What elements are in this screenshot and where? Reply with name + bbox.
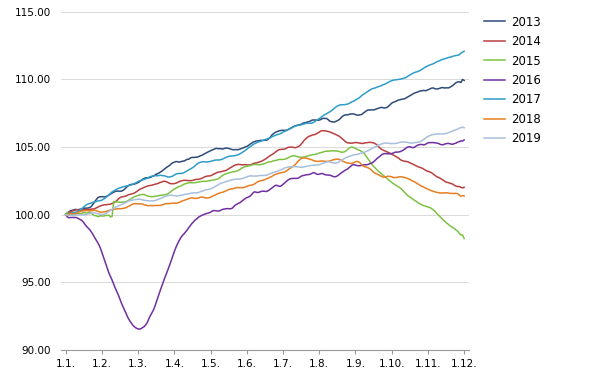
2016 (136, 327, 143, 331)
2017 (445, 55, 452, 60)
Line: 2013: 2013 (66, 79, 464, 215)
2019 (459, 125, 466, 130)
2015 (62, 211, 69, 216)
2019 (62, 212, 69, 217)
2015 (128, 196, 135, 201)
2016 (339, 170, 346, 174)
2016 (62, 212, 69, 217)
2018 (64, 213, 71, 217)
2014 (292, 145, 300, 150)
2018 (299, 156, 306, 160)
2017 (227, 154, 234, 158)
2015 (460, 236, 468, 241)
2019 (460, 126, 468, 130)
2013 (62, 212, 69, 217)
Legend: 2013, 2014, 2015, 2016, 2017, 2018, 2019: 2013, 2014, 2015, 2016, 2017, 2018, 2019 (479, 11, 546, 150)
2016 (446, 141, 453, 146)
2015 (222, 172, 230, 176)
2016 (128, 321, 135, 325)
2018 (460, 194, 468, 198)
2019 (224, 179, 231, 184)
2013 (445, 86, 452, 90)
2017 (337, 102, 345, 107)
2013 (337, 116, 345, 120)
2013 (460, 78, 468, 83)
2015 (348, 145, 356, 149)
2019 (129, 198, 136, 202)
2017 (292, 123, 300, 128)
2018 (129, 202, 136, 206)
2017 (460, 49, 468, 54)
2013 (222, 146, 230, 151)
2013 (128, 182, 135, 187)
2014 (339, 137, 346, 141)
2014 (62, 212, 69, 217)
2016 (294, 176, 301, 180)
2014 (227, 165, 234, 170)
2019 (446, 130, 453, 135)
2013 (292, 123, 300, 128)
2013 (459, 77, 466, 82)
2014 (320, 128, 327, 133)
2018 (228, 187, 236, 191)
2018 (340, 159, 348, 164)
2019 (228, 177, 236, 182)
2019 (65, 213, 72, 218)
2014 (460, 185, 468, 189)
Line: 2019: 2019 (66, 127, 464, 216)
2017 (62, 212, 69, 217)
2017 (128, 182, 135, 187)
2017 (222, 155, 230, 160)
2015 (446, 223, 453, 228)
Line: 2016: 2016 (66, 140, 464, 329)
2013 (227, 147, 234, 151)
Line: 2017: 2017 (66, 51, 464, 215)
Line: 2015: 2015 (66, 147, 464, 238)
2014 (446, 181, 453, 186)
2014 (222, 168, 230, 173)
2015 (292, 154, 300, 159)
2016 (228, 206, 236, 210)
2019 (294, 165, 301, 169)
2016 (460, 138, 468, 142)
2015 (337, 150, 345, 154)
Line: 2018: 2018 (66, 158, 464, 215)
2014 (128, 192, 135, 196)
2018 (448, 191, 455, 196)
2015 (227, 170, 234, 175)
2018 (294, 159, 301, 164)
2018 (224, 188, 231, 193)
2018 (62, 212, 69, 217)
2019 (339, 157, 346, 162)
2016 (224, 206, 231, 211)
Line: 2014: 2014 (66, 131, 464, 215)
